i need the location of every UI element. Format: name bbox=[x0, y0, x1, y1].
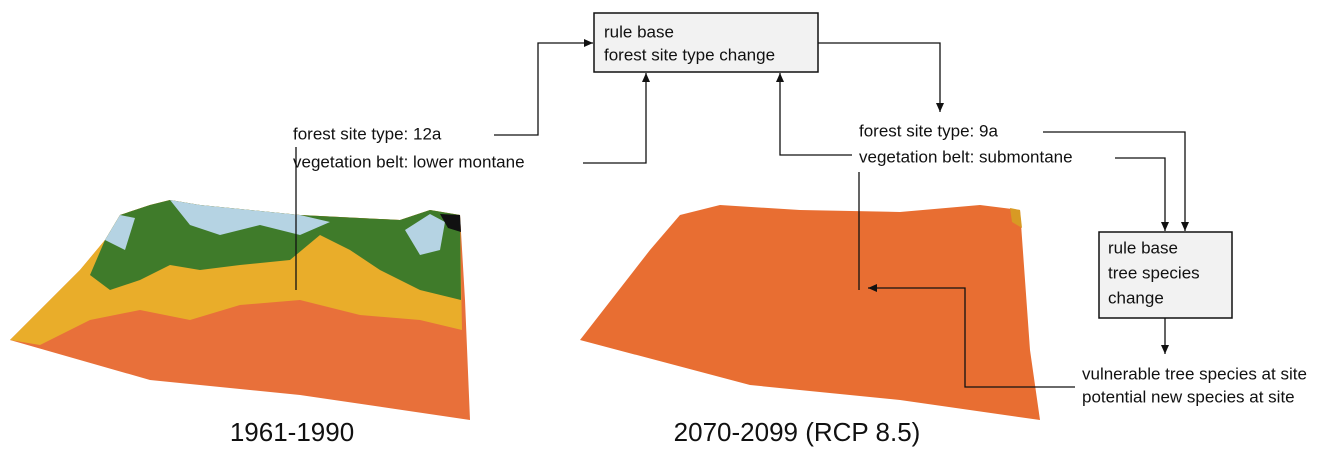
terrain-present bbox=[10, 200, 470, 420]
box-line: tree species bbox=[1108, 263, 1200, 282]
box-line: change bbox=[1108, 288, 1164, 307]
site-label: forest site type: 9a bbox=[859, 121, 998, 140]
caption: 2070-2099 (RCP 8.5) bbox=[674, 417, 921, 447]
box-line: rule base bbox=[1108, 238, 1178, 257]
output-label: potential new species at site bbox=[1082, 387, 1295, 406]
box-line: forest site type change bbox=[604, 45, 775, 64]
box-line: rule base bbox=[604, 22, 674, 41]
output-label: vulnerable tree species at site bbox=[1082, 364, 1307, 383]
terrain-future bbox=[580, 205, 1040, 420]
caption: 1961-1990 bbox=[230, 417, 354, 447]
diagram: rule base forest site type change rule b… bbox=[0, 0, 1344, 451]
site-label: forest site type: 12a bbox=[293, 124, 442, 143]
site-label: vegetation belt: submontane bbox=[859, 147, 1073, 166]
site-label: vegetation belt: lower montane bbox=[293, 152, 525, 171]
